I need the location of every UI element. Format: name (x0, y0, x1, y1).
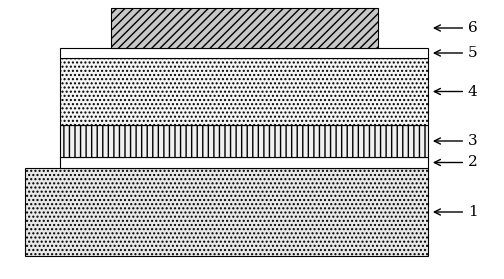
Bar (60, 58, 428, 125)
Bar (60, 125, 428, 157)
Bar (60, 157, 428, 168)
Bar (25, 168, 428, 256)
Text: 4: 4 (434, 85, 478, 98)
Text: 2: 2 (434, 155, 478, 170)
Text: 3: 3 (434, 134, 478, 148)
Text: 6: 6 (434, 21, 478, 35)
Bar (60, 48, 428, 58)
Text: 5: 5 (434, 46, 478, 60)
Bar (111, 8, 378, 48)
Text: 1: 1 (434, 205, 478, 219)
